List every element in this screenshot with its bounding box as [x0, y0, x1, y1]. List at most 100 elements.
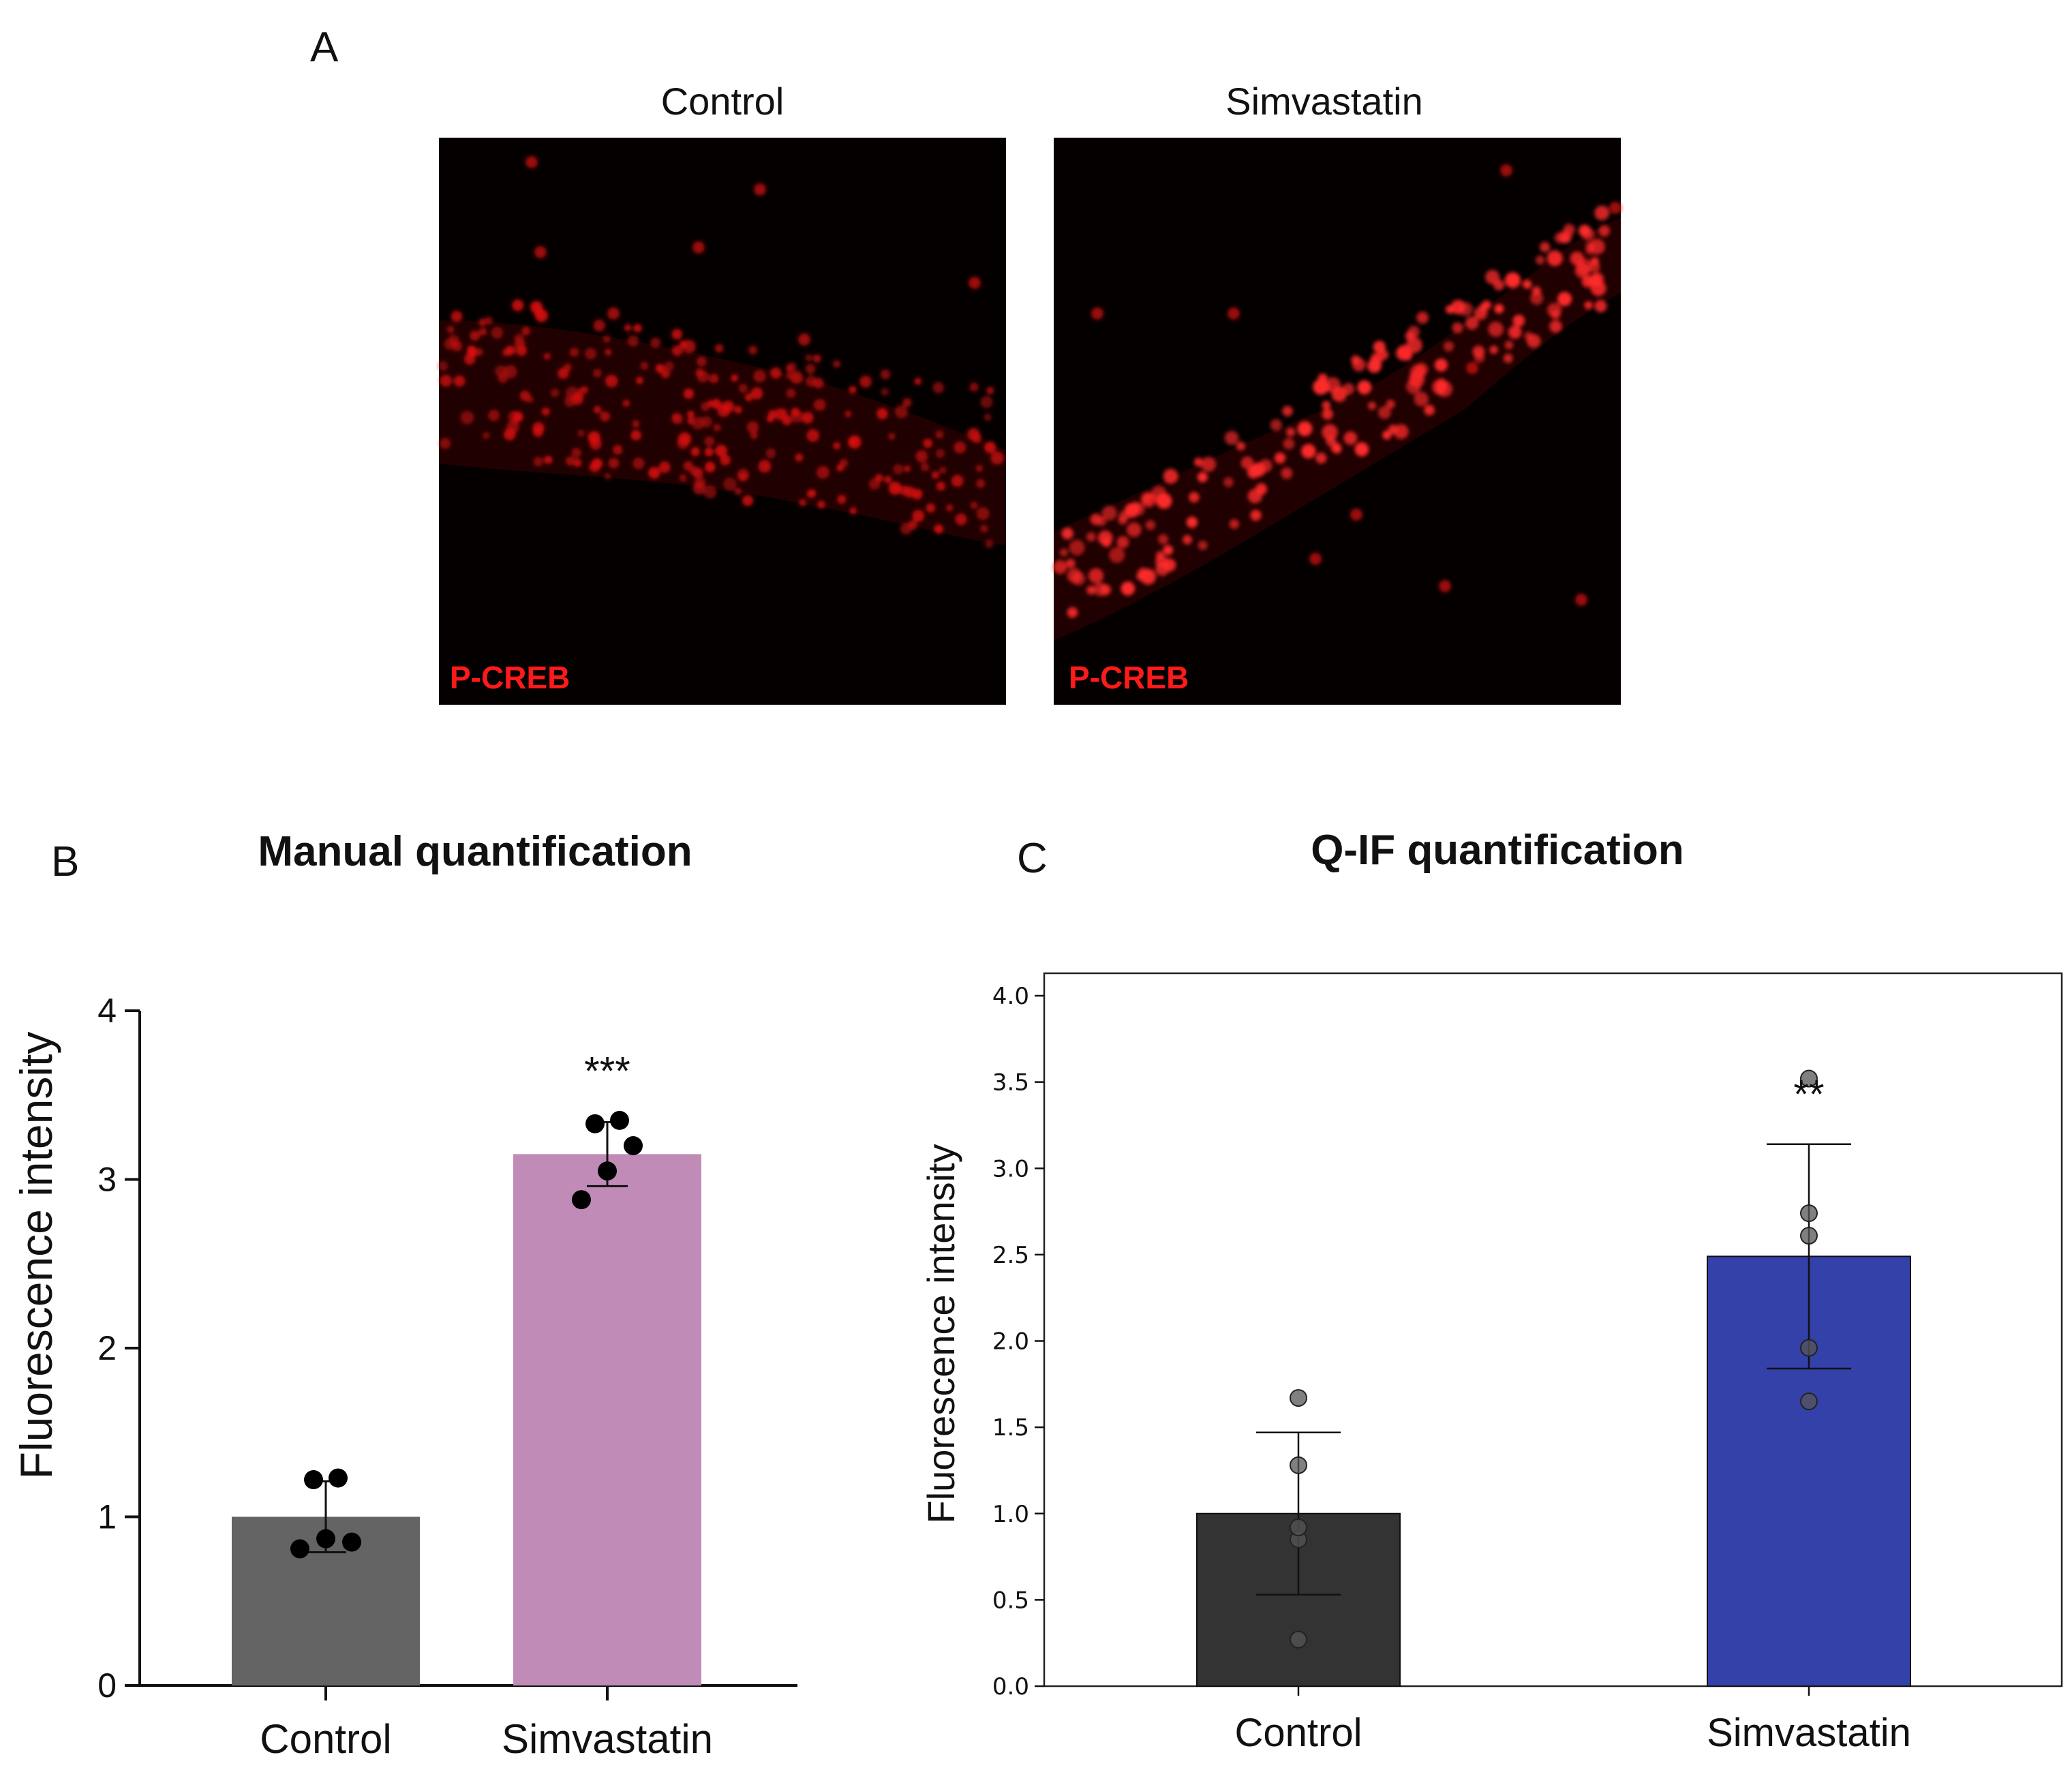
nucleus-dot [945, 504, 954, 512]
nucleus-dot [884, 476, 892, 484]
chart-c-y-tick-label: 0.5 [992, 1587, 1029, 1614]
nucleus-dot [485, 316, 493, 324]
nucleus-dot [1377, 406, 1391, 419]
nucleus-dot [975, 465, 984, 472]
nucleus-dot [1504, 272, 1521, 288]
chart-c-frame [1043, 972, 2063, 1688]
nucleus-dot [920, 462, 930, 472]
nucleus-dot [1357, 380, 1372, 395]
nucleus-dot [1121, 581, 1136, 596]
nucleus-dot [1322, 408, 1333, 420]
nucleus-dot [1434, 358, 1448, 372]
nucleus-dot [742, 495, 754, 506]
chart-c-y-tick-label: 1.5 [992, 1414, 1029, 1441]
nucleus-dot [975, 478, 986, 489]
nucleus-dot [544, 455, 553, 464]
nucleus-dot [748, 346, 758, 355]
nucleus-dot [599, 411, 611, 422]
nucleus-dot [478, 327, 487, 336]
nucleus-dot [904, 465, 911, 472]
nucleus-dot [868, 478, 881, 490]
nucleus-dot [766, 414, 774, 423]
nucleus-dot [923, 438, 933, 448]
nucleus-dot [679, 474, 687, 482]
nucleus-dot [744, 393, 753, 401]
nucleus-dot [1093, 582, 1108, 596]
nucleus-dot [979, 524, 988, 533]
nucleus-dot [1350, 508, 1362, 521]
nucleus-dot [1393, 424, 1409, 440]
nucleus-dot [703, 485, 717, 499]
nucleus-dot [1594, 205, 1610, 221]
nucleus-dot [954, 441, 966, 454]
nucleus-dot [1059, 548, 1069, 557]
nucleus-dot [521, 326, 531, 336]
nucleus-dot [505, 346, 515, 356]
chart-c-data-point [1290, 1456, 1307, 1474]
nucleus-dot [503, 428, 516, 441]
nucleus-dot [1155, 562, 1170, 576]
nucleus-dot [1223, 477, 1234, 487]
nucleus-dot [750, 431, 758, 440]
nucleus-dot [908, 520, 918, 530]
nucleus-dot [1557, 292, 1572, 307]
nucleus-dot [525, 156, 538, 168]
nucleus-dot [984, 441, 996, 453]
nucleus-dot [1414, 391, 1429, 407]
chart-c-y-tick-label: 2.0 [992, 1328, 1029, 1356]
nucleus-dot [1527, 334, 1541, 348]
nucleus-dot [1397, 344, 1412, 359]
chart-b-y-tick-label: 2 [97, 1329, 117, 1367]
nucleus-dot [1414, 363, 1429, 376]
nucleus-dot [1200, 457, 1217, 472]
nucleus-dot [474, 348, 483, 356]
nucleus-dot [1071, 572, 1086, 585]
nucleus-dot [880, 369, 891, 380]
chart-b-plot: 0 1 2 3 4 Control Simvastatin *** [97, 992, 797, 1762]
nucleus-dot [1581, 228, 1595, 241]
nucleus-dot [1282, 406, 1293, 416]
nucleus-dot [704, 447, 714, 457]
nucleus-dot [589, 438, 602, 451]
nucleus-dot [1494, 304, 1504, 314]
nucleus-dot [844, 410, 852, 418]
chart-b-data-point [585, 1114, 605, 1133]
simvastatin-stain-label: P-CREB [1069, 660, 1189, 695]
nucleus-dot [605, 374, 618, 388]
nucleus-dot [1091, 307, 1103, 320]
nucleus-dot [1373, 340, 1386, 354]
nucleus-dot [806, 429, 820, 442]
nucleus-dot [969, 382, 979, 392]
chart-b-data-point [598, 1161, 617, 1181]
nucleus-dot [833, 360, 841, 368]
nucleus-dot [1479, 303, 1489, 312]
nucleus-dot [577, 429, 585, 438]
nucleus-dot [1351, 355, 1360, 365]
chart-b-y-tick-label: 3 [97, 1161, 117, 1199]
nucleus-dot [512, 299, 524, 311]
nucleus-dot [887, 432, 896, 440]
nucleus-dot [805, 354, 812, 362]
chart-b-data-point [304, 1470, 323, 1490]
nucleus-dot [525, 395, 534, 403]
nucleus-dot [1061, 528, 1073, 540]
chart-c-data-point [1800, 1069, 1818, 1088]
nucleus-dot [1504, 341, 1514, 350]
nucleus-dot [1503, 353, 1513, 363]
nucleus-dot [1512, 314, 1525, 327]
nucleus-dot [1407, 326, 1420, 338]
nucleus-dot [738, 384, 748, 393]
nucleus-dot [1313, 379, 1329, 395]
chart-c-data-point [1290, 1389, 1307, 1407]
nucleus-dot [817, 500, 825, 509]
nucleus-dot [1367, 401, 1376, 410]
nucleus-dot [877, 408, 888, 420]
nucleus-dot [460, 410, 474, 425]
nucleus-dot [1283, 438, 1295, 450]
nucleus-dot [640, 361, 649, 370]
chart-b-data-point [329, 1468, 348, 1488]
nucleus-dot [690, 446, 700, 457]
nucleus-dot [1549, 320, 1562, 333]
control-micrograph: P-CREB [438, 138, 1006, 705]
nucleus-dot [1097, 530, 1113, 545]
